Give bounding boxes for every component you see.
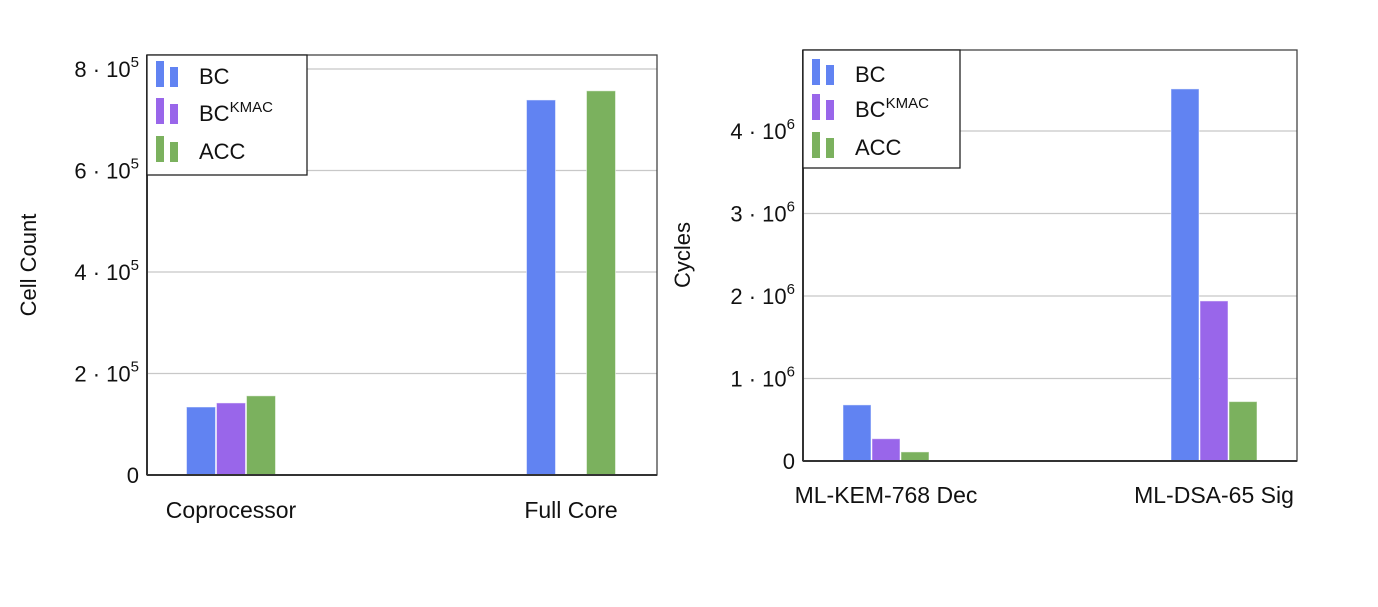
bar (186, 406, 216, 476)
chart-2: 0 1 · 106 2 · 106 3 · 106 4 · 106 ML-KEM-768 … (670, 49, 1298, 508)
bar (1228, 401, 1258, 462)
legend-entry: BC (855, 62, 886, 87)
bar (526, 99, 556, 476)
legend-swatch (156, 98, 164, 124)
legend: BC BCKMAC ACC (802, 49, 961, 169)
legend-entry: ACC (855, 135, 902, 160)
bar (1199, 300, 1229, 462)
legend-swatch (826, 138, 834, 158)
y-tick-label: 2 · 105 (74, 359, 139, 387)
legend-entry: ACC (199, 139, 246, 164)
legend-swatch (170, 104, 178, 124)
bar (586, 90, 616, 476)
y-axis-label: Cell Count (16, 214, 41, 317)
y-tick-label: 0 (127, 463, 139, 488)
x-category-label: Coprocessor (166, 497, 297, 523)
x-category-label: ML-KEM-768 Dec (795, 482, 978, 508)
legend-swatch (812, 132, 820, 158)
legend-swatch (156, 136, 164, 162)
legend-swatch (826, 100, 834, 120)
legend-swatch (812, 59, 820, 85)
legend: BC BCKMAC ACC (146, 54, 308, 176)
chart-1: 0 2 · 105 4 · 105 6 · 105 8 · 105 Coprocessor… (16, 54, 658, 523)
y-tick-label: 1 · 106 (730, 364, 795, 392)
y-tick-label: 4 · 105 (74, 257, 139, 285)
legend-swatch (170, 67, 178, 87)
legend-swatch (156, 61, 164, 87)
y-axis-label: Cycles (670, 222, 695, 288)
x-category-label: Full Core (524, 497, 617, 523)
y-tick-label: 6 · 105 (74, 156, 139, 184)
legend-swatch (826, 65, 834, 85)
bar (842, 404, 872, 462)
y-tick-label: 4 · 106 (730, 116, 795, 144)
y-tick-label: 2 · 106 (730, 281, 795, 309)
legend-entry: BC (199, 64, 230, 89)
bar (1170, 88, 1200, 462)
legend-entry: BCKMAC (855, 95, 929, 122)
y-tick-label: 0 (783, 449, 795, 474)
y-tick-label: 8 · 105 (74, 54, 139, 82)
bar (900, 451, 930, 462)
x-category-label: ML-DSA-65 Sig (1134, 482, 1294, 508)
legend-entry: BCKMAC (199, 99, 273, 126)
legend-swatch (812, 94, 820, 120)
legend-swatch (170, 142, 178, 162)
y-tick-label: 3 · 106 (730, 199, 795, 227)
bar (216, 402, 246, 476)
bar (871, 438, 901, 462)
bar (246, 395, 276, 476)
